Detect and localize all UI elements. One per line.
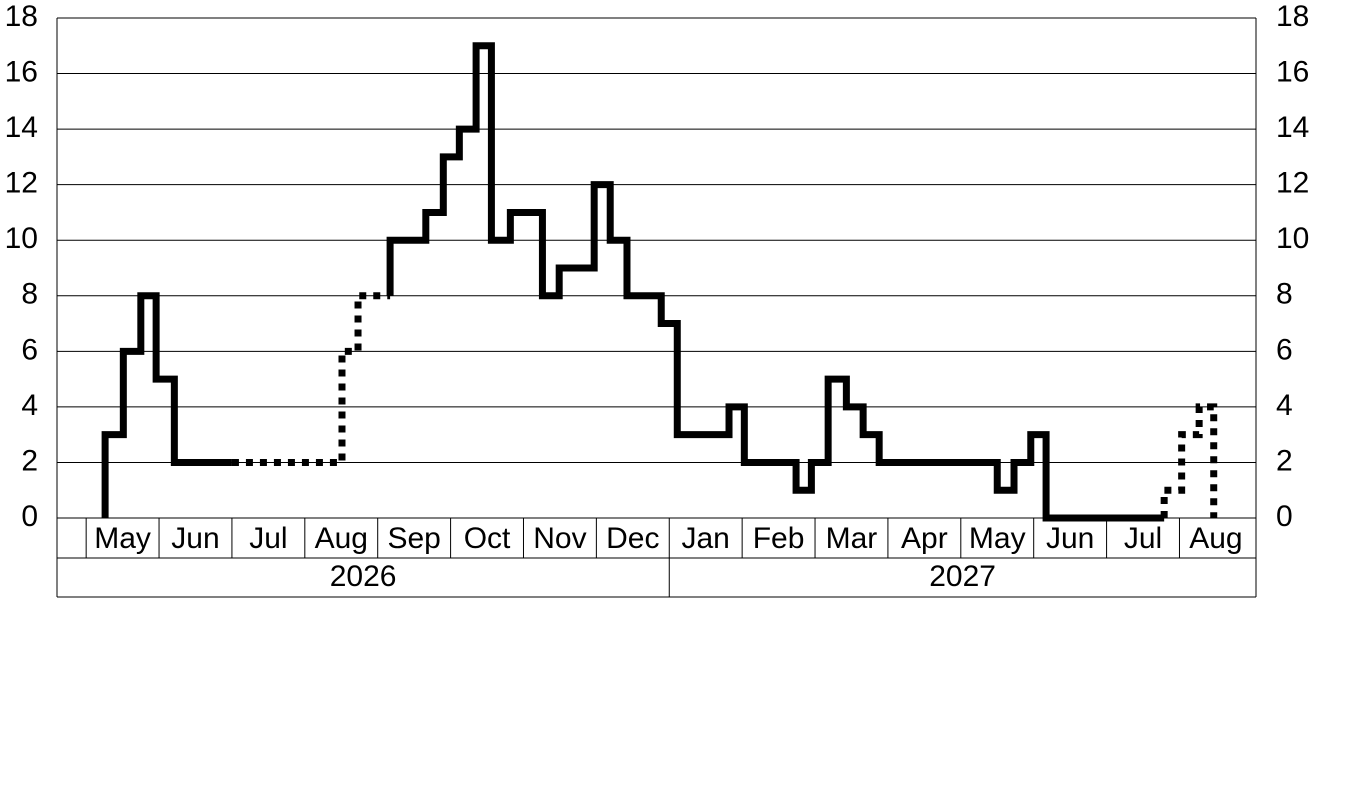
y2-tick-label: 16 (1276, 55, 1309, 88)
step-line (1160, 403, 1218, 518)
y2-tick-label: 14 (1276, 111, 1309, 144)
x-tick-label: Feb (753, 522, 805, 555)
y-tick-label: 8 (21, 278, 38, 311)
y-tick-label: 14 (5, 111, 38, 144)
x-tick-label: Jul (249, 522, 287, 555)
y-tick-label: 6 (21, 333, 38, 366)
y2-tick-label: 12 (1276, 167, 1309, 200)
x-tick-label: Sep (387, 522, 440, 555)
y-tick-label: 18 (5, 0, 38, 33)
y2-tick-label: 10 (1276, 222, 1309, 255)
y-tick-label: 4 (21, 389, 38, 422)
x-tick-label: Jan (682, 522, 730, 555)
y-tick-label: 16 (5, 55, 38, 88)
y2-tick-label: 4 (1276, 389, 1293, 422)
year-label: 2026 (330, 560, 397, 593)
step-line (386, 42, 1165, 522)
x-tick-label: Jun (1046, 522, 1094, 555)
step-line (231, 292, 391, 466)
step-line (101, 292, 232, 518)
x-tick-label: Aug (1189, 522, 1242, 555)
y-tick-label: 2 (21, 444, 38, 477)
y2-tick-label: 6 (1276, 333, 1293, 366)
x-tick-label: Jun (171, 522, 219, 555)
y2-tick-label: 18 (1276, 0, 1309, 33)
y2-tick-label: 0 (1276, 500, 1293, 533)
year-label: 2027 (929, 560, 996, 593)
y2-tick-label: 2 (1276, 444, 1293, 477)
x-tick-label: Mar (826, 522, 878, 555)
y2-tick-label: 8 (1276, 278, 1293, 311)
x-tick-label: Jul (1124, 522, 1162, 555)
y-tick-label: 10 (5, 222, 38, 255)
x-tick-label: Nov (533, 522, 586, 555)
y-tick-label: 12 (5, 167, 38, 200)
x-tick-label: Dec (606, 522, 659, 555)
y-tick-label: 0 (21, 500, 38, 533)
x-tick-label: Apr (901, 522, 948, 555)
x-tick-label: May (94, 522, 151, 555)
x-tick-label: Oct (464, 522, 511, 555)
x-tick-label: May (969, 522, 1026, 555)
x-tick-label: Aug (315, 522, 368, 555)
